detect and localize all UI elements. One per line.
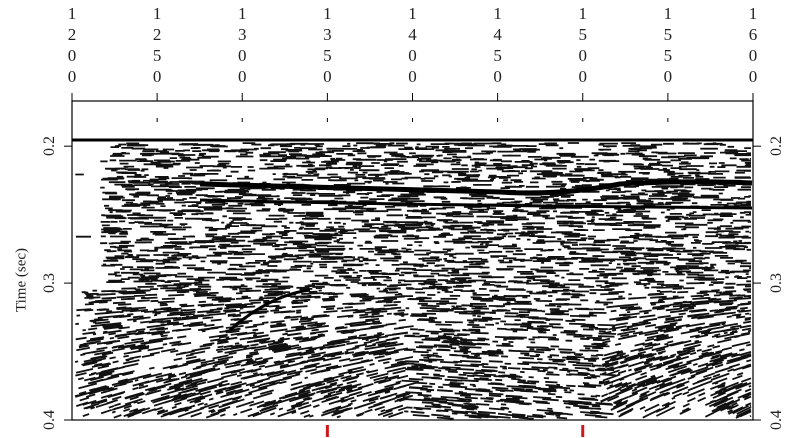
y-tick-label: 0.3	[768, 273, 785, 294]
y-tick-label: 0.2	[41, 136, 58, 157]
seismic-texture	[74, 142, 752, 420]
reflector	[229, 288, 311, 332]
reflector	[199, 179, 753, 196]
x-tick-label: 1400	[403, 4, 422, 88]
x-tick-label: 1200	[62, 4, 82, 88]
x-tick-label: 1550	[658, 4, 678, 88]
y-tick-label: 0.4	[41, 410, 58, 430]
reflector	[199, 198, 753, 210]
y-tick-label: 0.2	[768, 136, 785, 157]
x-tick-label: 1500	[573, 4, 593, 88]
y-tick-label: 0.4	[768, 410, 785, 430]
y-tick-label: 0.3	[41, 273, 58, 294]
x-tick-label: 1600	[743, 4, 763, 88]
x-tick-label: 1300	[232, 4, 252, 88]
y-axis-label: Time (sec)	[13, 247, 30, 313]
x-tick-label: 1250	[147, 4, 167, 88]
x-tick-label: 1450	[488, 4, 508, 88]
x-tick-label: 1350	[317, 4, 337, 88]
